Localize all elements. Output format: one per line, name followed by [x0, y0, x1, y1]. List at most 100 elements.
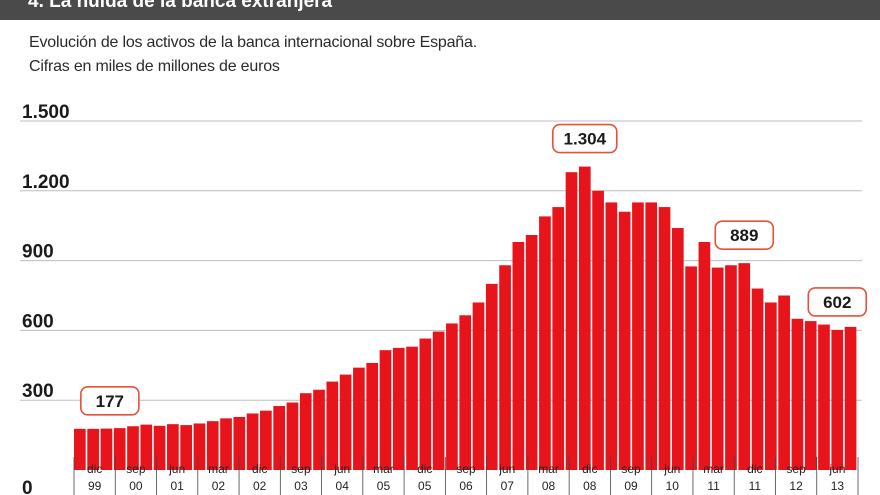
callout-label: 177	[96, 392, 124, 411]
x-tick-month: mar	[703, 462, 724, 476]
bar	[406, 346, 418, 470]
bar	[671, 228, 684, 470]
bar	[113, 428, 126, 470]
bar	[167, 424, 179, 470]
bar	[804, 321, 817, 470]
subtitle-line-2: Cifras en miles de millones de euros	[29, 58, 280, 75]
x-tick-month: sep	[786, 462, 806, 476]
bar	[392, 347, 405, 470]
x-tick-month: jun	[663, 462, 680, 476]
x-tick-year: 06	[459, 479, 473, 493]
bar	[565, 172, 578, 470]
bar	[273, 406, 286, 470]
x-tick-month: mar	[538, 462, 559, 476]
x-tick-month: sep	[291, 462, 311, 476]
y-tick-label: 900	[22, 242, 54, 263]
bar	[233, 416, 246, 470]
title-bar: 4. La huida de la banca extranjera	[0, 0, 880, 20]
bar	[260, 410, 272, 470]
bar	[618, 211, 631, 471]
x-tick-year: 07	[501, 479, 515, 493]
x-tick-year: 02	[253, 479, 267, 493]
y-tick-label: 1.200	[22, 172, 70, 193]
x-tick-month: sep	[621, 462, 641, 476]
bar	[711, 267, 724, 470]
bar	[791, 318, 804, 470]
x-tick-month: dic	[87, 462, 102, 476]
bar	[339, 374, 352, 470]
x-tick-year: 01	[170, 479, 184, 493]
bar	[512, 241, 525, 470]
bar	[818, 324, 830, 470]
bar	[578, 166, 591, 470]
bar	[764, 302, 777, 470]
x-tick-year: 99	[88, 479, 102, 493]
bar	[246, 413, 259, 470]
bar	[539, 216, 551, 470]
bar	[379, 350, 392, 470]
bar	[632, 202, 644, 470]
bar	[432, 331, 445, 470]
x-tick-year: 08	[583, 479, 597, 493]
bar	[127, 426, 139, 470]
x-tick-year: 05	[377, 479, 391, 493]
x-tick-year: 00	[129, 479, 143, 493]
bar	[592, 190, 604, 471]
bar	[193, 423, 206, 470]
bar	[140, 424, 153, 470]
callout-label: 602	[823, 293, 851, 312]
x-tick-month: jun	[828, 462, 845, 476]
bar	[645, 202, 658, 470]
bar	[419, 338, 432, 470]
callout-label: 889	[730, 226, 758, 245]
x-tick-month: mar	[208, 462, 229, 476]
bar	[153, 425, 166, 470]
bar	[658, 207, 671, 470]
x-tick-month: jun	[168, 462, 185, 476]
bar	[485, 283, 498, 470]
x-tick-month: jun	[498, 462, 515, 476]
x-tick-year: 11	[707, 479, 720, 493]
callout-box	[714, 220, 775, 250]
callout-box	[551, 123, 618, 154]
bar	[499, 265, 511, 470]
x-tick-year: 04	[336, 479, 350, 493]
x-tick-year: 02	[212, 479, 226, 493]
bar	[100, 428, 113, 470]
bar	[366, 362, 379, 470]
bar	[844, 326, 857, 470]
bar	[180, 425, 192, 470]
bar	[751, 288, 764, 470]
x-tick-year: 11	[749, 479, 762, 493]
bar	[605, 202, 618, 470]
chart-title: 4. La huida de la banca extranjera	[28, 0, 333, 12]
x-tick-month: sep	[126, 462, 146, 476]
x-tick-month: jun	[333, 462, 350, 476]
bar	[525, 235, 538, 470]
x-tick-year: 09	[624, 479, 638, 493]
y-tick-label: 0	[22, 478, 33, 495]
y-tick-label: 1.500	[22, 102, 70, 123]
x-tick-month: dic	[417, 462, 432, 476]
x-tick-year: 05	[418, 479, 432, 493]
bar	[353, 367, 365, 470]
callout-box	[80, 386, 140, 416]
x-tick-month: mar	[373, 462, 394, 476]
y-tick-label: 600	[22, 311, 54, 332]
x-tick-month: sep	[456, 462, 476, 476]
bar	[778, 295, 790, 470]
bar	[326, 381, 339, 470]
bar	[220, 418, 232, 470]
bar	[738, 263, 751, 470]
bar	[725, 265, 737, 470]
y-tick-label: 300	[22, 381, 54, 402]
bar	[831, 329, 844, 470]
bar	[472, 302, 485, 470]
x-tick-month: dic	[582, 462, 597, 476]
bar	[459, 315, 472, 470]
x-tick-year: 13	[831, 479, 845, 493]
x-tick-year: 12	[789, 479, 803, 493]
bar	[313, 389, 325, 470]
bar	[74, 428, 86, 470]
